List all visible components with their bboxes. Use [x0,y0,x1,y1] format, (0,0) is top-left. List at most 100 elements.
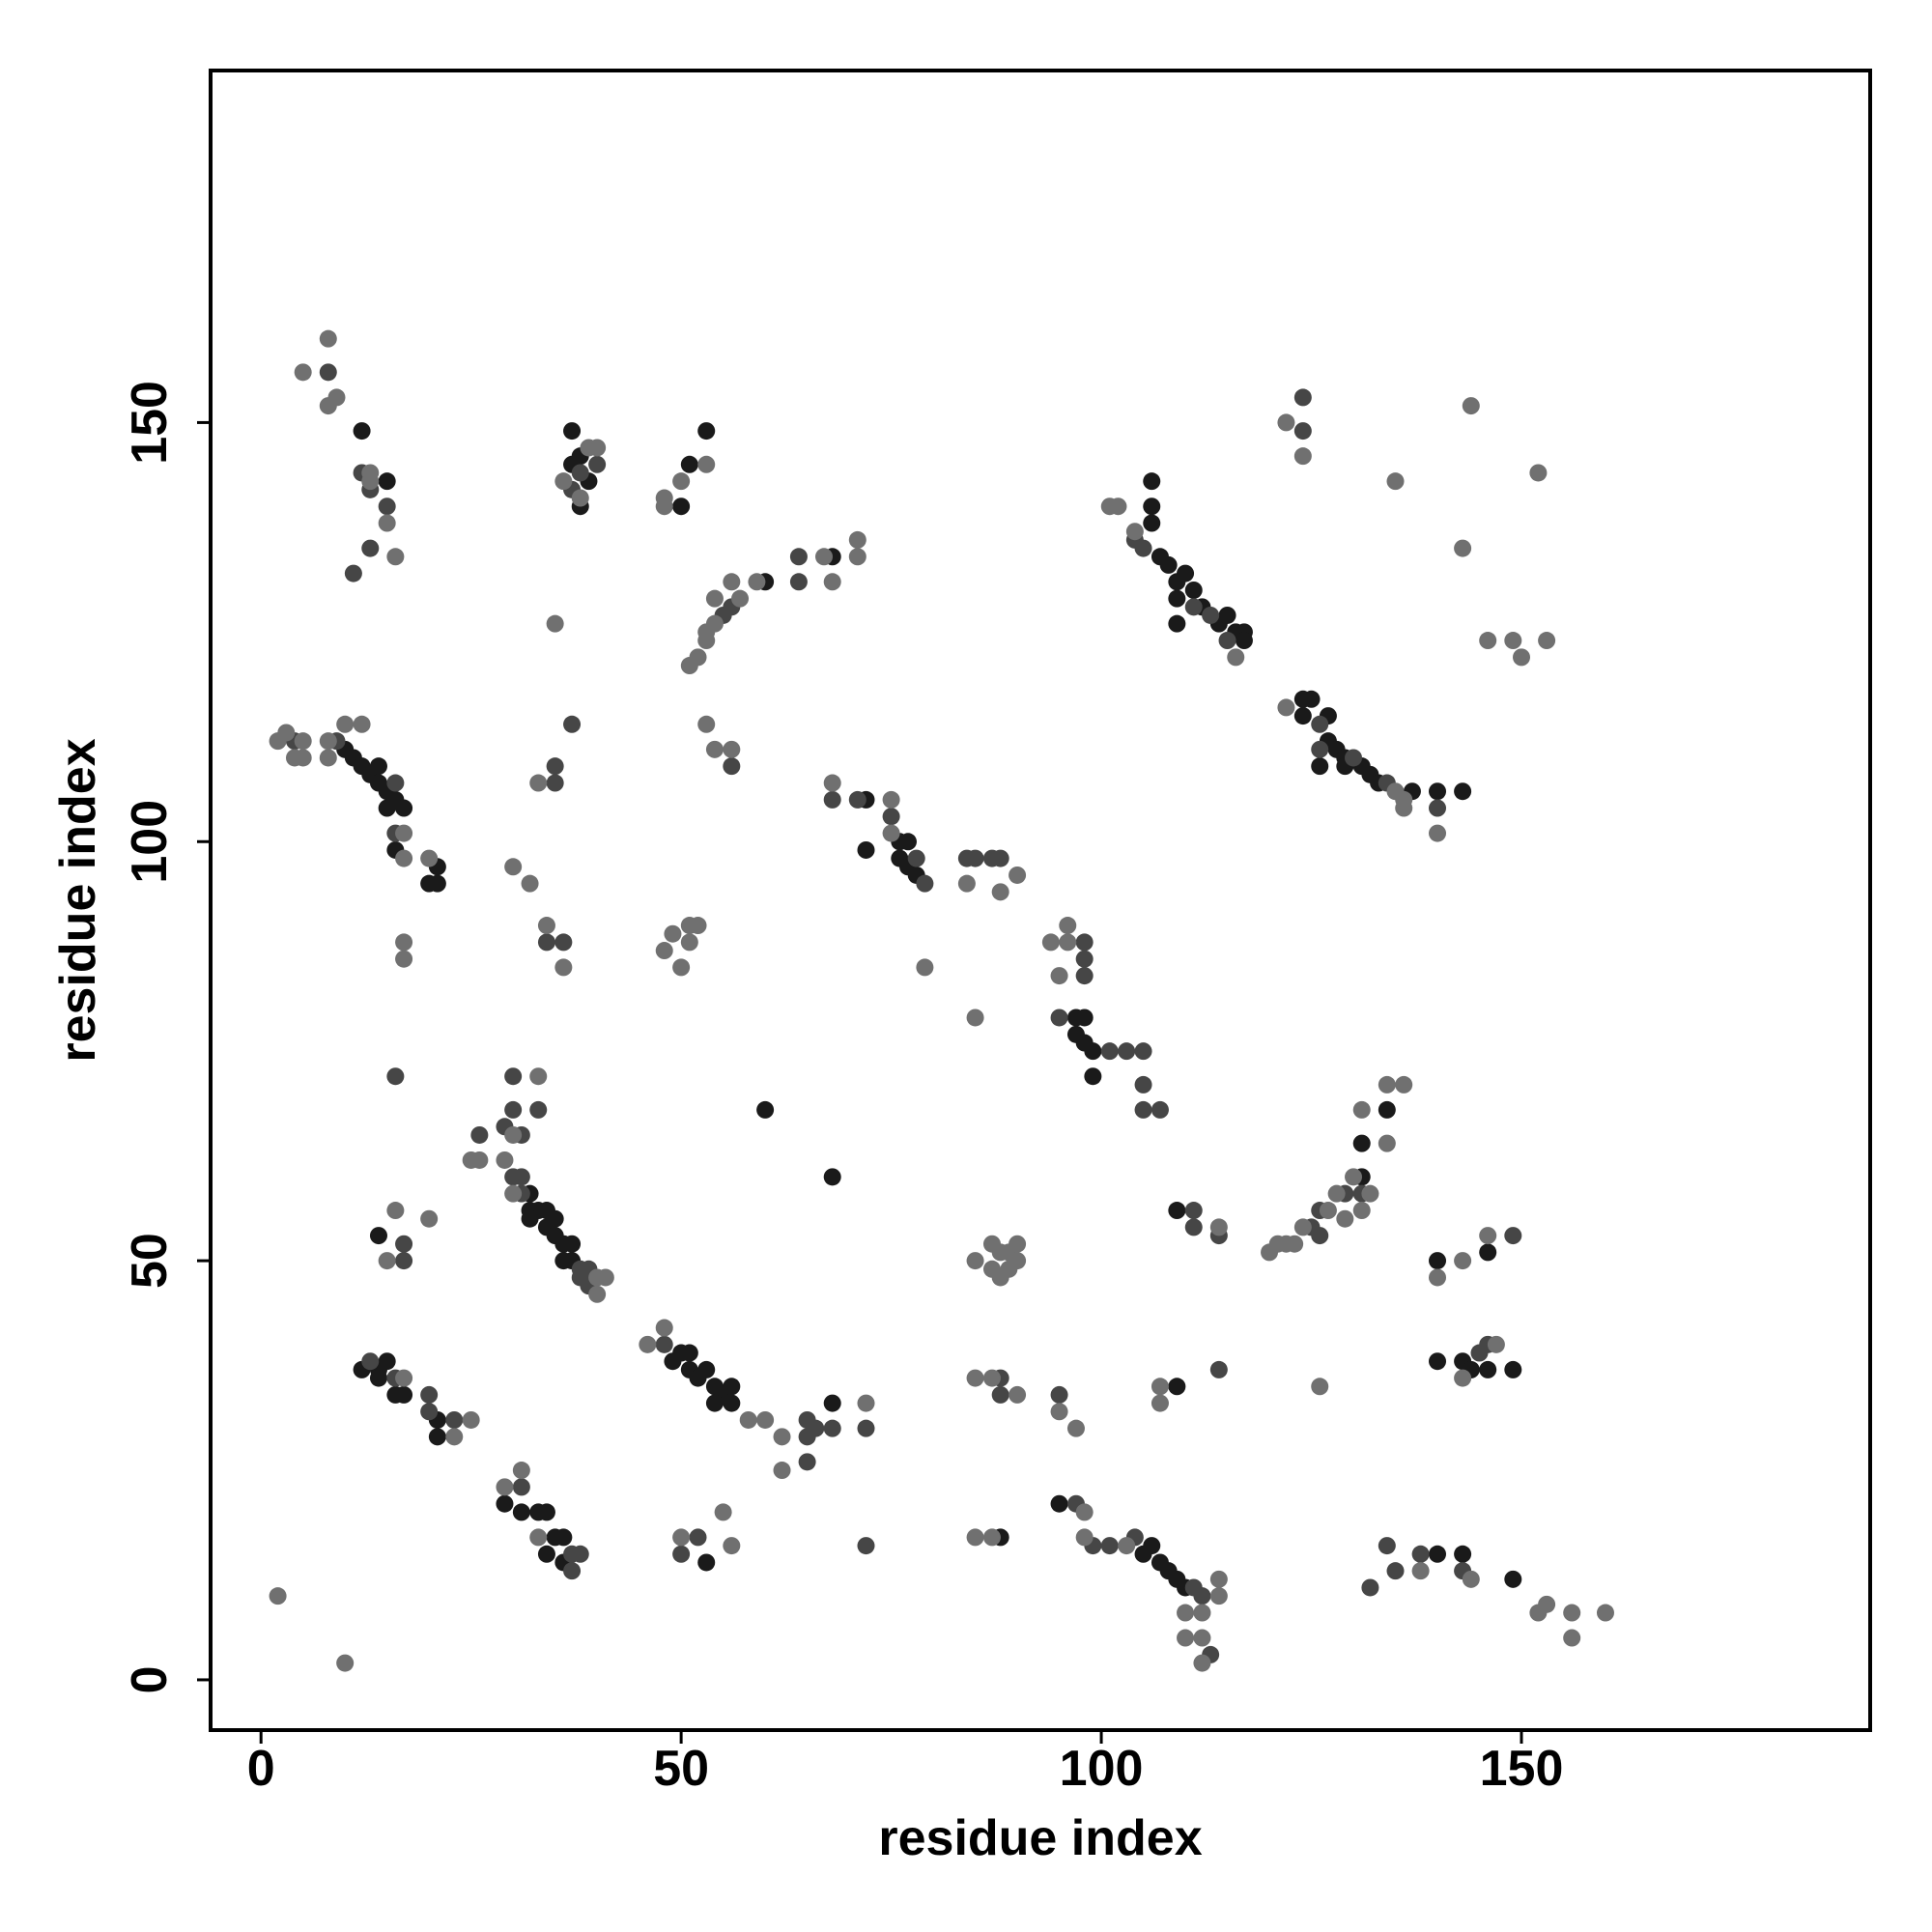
point [1143,497,1161,516]
point [689,1528,707,1547]
point [1143,472,1161,491]
point [1311,757,1329,776]
point [571,464,589,482]
point [378,472,396,491]
point [395,849,413,867]
point [1429,1352,1447,1371]
point [823,774,841,792]
point [353,422,371,440]
point [537,1545,555,1563]
point [596,1268,614,1287]
point [1429,1268,1447,1287]
point [1009,866,1027,884]
point [705,614,724,633]
point [336,1654,355,1672]
point [723,757,741,776]
point [655,942,673,960]
point [1202,606,1220,624]
point [1041,933,1060,952]
point [521,1209,539,1228]
point [361,1352,380,1371]
point [395,1369,413,1387]
point [529,774,548,792]
point [655,1335,673,1353]
point [1075,1503,1094,1521]
point [1184,598,1203,616]
point [1311,1227,1329,1245]
point [1336,1209,1354,1228]
point [504,1184,523,1203]
point [1479,1243,1497,1262]
point [789,548,808,566]
point [1538,1595,1556,1613]
point [982,1235,1001,1253]
point [395,1235,413,1253]
point [1125,523,1144,541]
point [966,1528,984,1547]
point [697,1360,716,1378]
point [672,1528,691,1547]
point [705,740,724,758]
point [1277,413,1295,432]
point [395,824,413,842]
point [857,840,875,859]
point [966,1009,984,1027]
point [1151,1378,1169,1396]
point [1009,1252,1027,1270]
point [1050,1009,1068,1027]
point [664,924,682,943]
point [1293,422,1312,440]
point [1429,799,1447,817]
point [916,874,934,893]
point [882,790,900,809]
point [529,1067,548,1086]
point [1429,1252,1447,1270]
point [344,564,362,582]
point [1345,1168,1363,1186]
point [512,1462,530,1480]
point [1479,1227,1497,1245]
point [529,1528,548,1547]
point [546,774,564,792]
point [395,1252,413,1270]
point [672,958,691,977]
point [1563,1629,1581,1647]
point [723,1537,741,1555]
point [554,472,573,491]
point [1302,690,1321,708]
point [1168,1202,1186,1220]
point [1168,589,1186,608]
point [1218,632,1236,650]
point [420,1385,439,1404]
point [1109,497,1127,516]
y-axis-label: residue index [50,738,106,1062]
x-tick-label: 0 [247,1741,275,1797]
point [504,1100,523,1119]
point [563,422,582,440]
point [848,790,867,809]
point [1487,1335,1505,1353]
point [336,715,355,733]
point [680,933,698,952]
point [386,774,405,792]
point [823,1168,841,1186]
point [882,824,900,842]
point [1395,799,1413,817]
point [882,808,900,826]
point [916,958,934,977]
point [521,874,539,893]
point [991,849,1009,867]
point [1293,447,1312,466]
point [1193,1587,1211,1605]
x-axis-label: residue index [878,1810,1202,1866]
point [1454,1545,1472,1563]
point [554,958,573,977]
point [823,1419,841,1437]
point [369,757,387,776]
point [1293,388,1312,407]
point [529,1100,548,1119]
point [1118,1042,1136,1061]
point [857,1394,875,1412]
point [672,497,691,516]
point [714,1503,732,1521]
